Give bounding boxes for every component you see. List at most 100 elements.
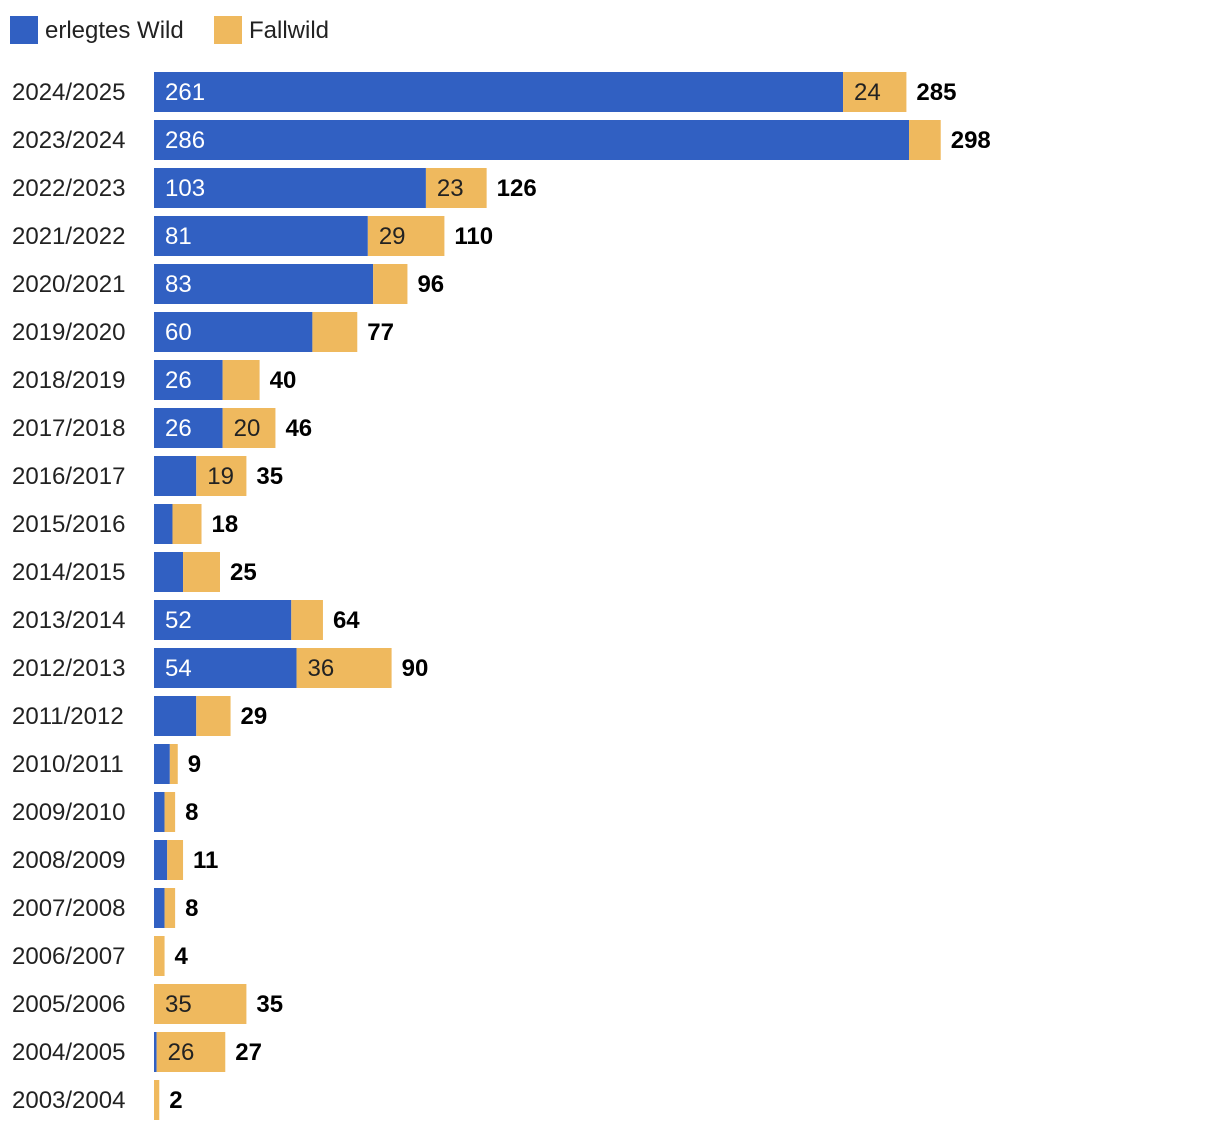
total-value-label: 18 — [212, 511, 239, 538]
bar-segment-erlegtes-wild — [154, 72, 844, 112]
category-label: 2022/2023 — [12, 175, 125, 202]
segment-value-label: 36 — [308, 655, 335, 682]
bar-segment-erlegtes-wild — [154, 504, 173, 544]
category-label: 2007/2008 — [12, 895, 125, 922]
bar-segment-erlegtes-wild — [154, 792, 165, 832]
category-label: 2013/2014 — [12, 607, 125, 634]
bar-segment-erlegtes-wild — [154, 696, 197, 736]
total-value-label: 27 — [235, 1039, 262, 1066]
category-axis-labels: 2024/2025 2023/2024 2022/2023 2021/2022 2020… — [12, 79, 125, 1114]
segment-value-label: 24 — [854, 79, 881, 106]
category-label: 2004/2005 — [12, 1039, 125, 1066]
total-value-label: 40 — [270, 367, 297, 394]
category-label: 2003/2004 — [12, 1087, 125, 1114]
bar-segment-fallwild — [154, 1080, 160, 1120]
bar-segment-erlegtes-wild — [154, 456, 197, 496]
category-label: 2017/2018 — [12, 415, 125, 442]
category-label: 2020/2021 — [12, 271, 125, 298]
bar-segment-fallwild — [196, 456, 247, 496]
category-label: 2010/2011 — [12, 751, 124, 778]
bar-segment-erlegtes-wild — [154, 360, 223, 400]
total-value-label: 2 — [169, 1087, 182, 1114]
bar-segment-erlegtes-wild — [154, 168, 426, 208]
bar-segment-fallwild — [154, 984, 247, 1024]
category-label: 2019/2020 — [12, 319, 125, 346]
bar-segment-erlegtes-wild — [154, 120, 910, 160]
category-label: 2005/2006 — [12, 991, 125, 1018]
total-value-label: 77 — [367, 319, 394, 346]
bar-segment-fallwild — [169, 744, 178, 784]
bar-segment-fallwild — [222, 360, 260, 400]
category-label: 2014/2015 — [12, 559, 125, 586]
total-value-label: 35 — [256, 991, 283, 1018]
segment-value-label: 103 — [165, 175, 205, 202]
bar-segment-erlegtes-wild — [154, 216, 368, 256]
bar-segment-fallwild — [291, 600, 323, 640]
segment-value-label: 26 — [165, 415, 192, 442]
bar-segment-fallwild — [843, 72, 907, 112]
segment-value-label: 35 — [165, 991, 192, 1018]
total-value-label: 29 — [241, 703, 268, 730]
bar-segment-fallwild — [183, 552, 220, 592]
segment-value-label: 81 — [165, 223, 192, 250]
segment-value-label: 60 — [165, 319, 192, 346]
category-label: 2011/2012 — [12, 703, 124, 730]
total-value-label: 298 — [951, 127, 991, 154]
bar-segment-fallwild — [164, 888, 176, 928]
segment-value-label: 19 — [207, 463, 234, 490]
category-label: 2023/2024 — [12, 127, 125, 154]
legend-label-erlegtes-wild: erlegtes Wild — [45, 17, 184, 44]
bar-segment-fallwild — [164, 792, 176, 832]
bar-segment-fallwild — [367, 216, 445, 256]
bar-segment-erlegtes-wild — [154, 264, 374, 304]
segment-value-label: 54 — [165, 655, 192, 682]
bar-segment-erlegtes-wild — [154, 648, 297, 688]
total-value-label: 9 — [188, 751, 201, 778]
category-label: 2009/2010 — [12, 799, 125, 826]
bar-segment-erlegtes-wild — [154, 840, 168, 880]
segment-value-label: 26 — [165, 367, 192, 394]
total-value-label: 4 — [175, 943, 189, 970]
segment-value-label: 23 — [437, 175, 464, 202]
category-label: 2015/2016 — [12, 511, 125, 538]
total-value-label: 46 — [285, 415, 312, 442]
legend-swatch-fallwild — [214, 16, 242, 44]
bar-segment-fallwild — [154, 936, 165, 976]
bar-segment-erlegtes-wild — [154, 1032, 157, 1072]
bar-segment-erlegtes-wild — [154, 600, 292, 640]
bar-segment-fallwild — [373, 264, 408, 304]
category-label: 2016/2017 — [12, 463, 125, 490]
bar-segment-fallwild — [167, 840, 184, 880]
legend-label-fallwild: Fallwild — [249, 17, 329, 44]
total-value-label: 126 — [497, 175, 537, 202]
category-label: 2008/2009 — [12, 847, 125, 874]
bar-segment-fallwild — [172, 504, 202, 544]
segment-value-label: 20 — [234, 415, 261, 442]
legend-swatch-erlegtes-wild — [10, 16, 38, 44]
total-value-label: 96 — [417, 271, 444, 298]
bar-segment-erlegtes-wild — [154, 744, 170, 784]
bar-segment-fallwild — [425, 168, 487, 208]
total-value-label: 90 — [402, 655, 429, 682]
bar-segment-erlegtes-wild — [154, 888, 165, 928]
bar-segment-erlegtes-wild — [154, 312, 313, 352]
total-value-label: 8 — [185, 895, 198, 922]
total-value-label: 11 — [193, 847, 218, 874]
segment-value-label: 52 — [165, 607, 192, 634]
bar-segment-fallwild — [296, 648, 392, 688]
bar-segment-fallwild — [156, 1032, 226, 1072]
bar-segment-erlegtes-wild — [154, 408, 223, 448]
category-label: 2018/2019 — [12, 367, 125, 394]
segment-value-label: 261 — [165, 79, 205, 106]
category-label: 2012/2013 — [12, 655, 125, 682]
total-value-label: 285 — [916, 79, 956, 106]
bars — [154, 72, 941, 1120]
segment-value-label: 286 — [165, 127, 205, 154]
bar-segment-fallwild — [222, 408, 276, 448]
bar-segment-erlegtes-wild — [154, 552, 184, 592]
total-value-label: 110 — [454, 223, 493, 250]
category-label: 2024/2025 — [12, 79, 125, 106]
legend: erlegtes Wild Fallwild — [10, 16, 329, 44]
segment-value-label: 83 — [165, 271, 192, 298]
